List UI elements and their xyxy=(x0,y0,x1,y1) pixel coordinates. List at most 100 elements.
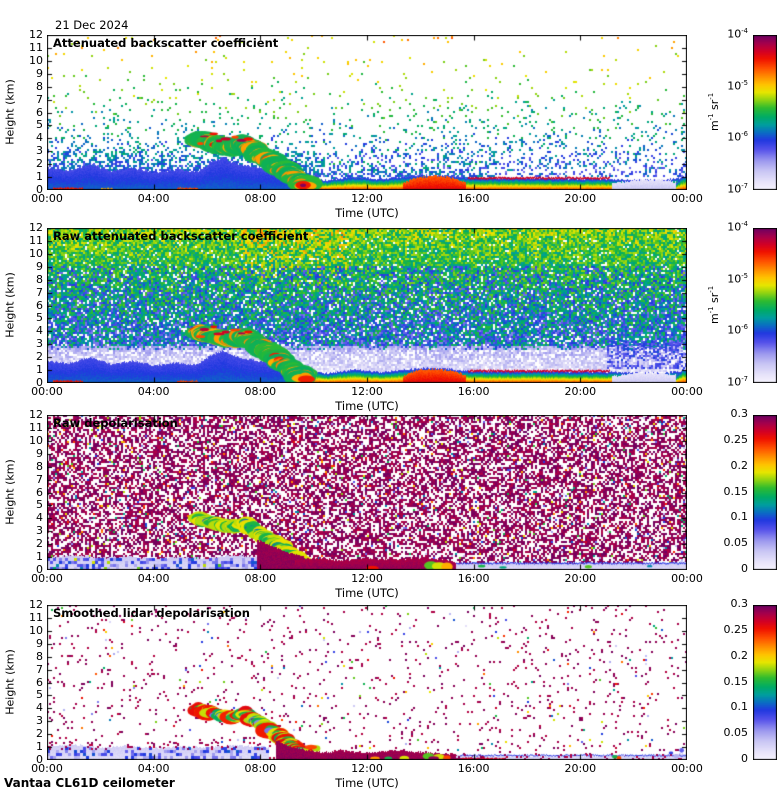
x-tick-label: 12:00 xyxy=(351,762,383,775)
y-tick-label: 4 xyxy=(36,701,43,715)
colorbar-canvas xyxy=(753,415,777,570)
y-tick-label: 4 xyxy=(36,511,43,525)
date-label: 21 Dec 2024 xyxy=(55,18,129,32)
colorbar-unit-label: m-1 sr-1 xyxy=(707,92,721,132)
y-tick-label: 8 xyxy=(36,649,43,663)
colorbar-tick-label: 0.1 xyxy=(730,700,749,714)
colorbar-tick-label: 0.3 xyxy=(730,597,749,610)
y-tick-label: 7 xyxy=(36,285,43,299)
heatmap-canvas xyxy=(47,415,687,570)
y-tick-label: 2 xyxy=(36,350,43,364)
y-tick-label: 9 xyxy=(36,446,43,460)
x-tick-label: 08:00 xyxy=(244,762,277,775)
y-tick-label: 3 xyxy=(36,524,43,538)
x-tick-label: 00:00 xyxy=(31,192,63,205)
colorbar-tick-label: 0.25 xyxy=(723,432,749,446)
colorbar-tick-label: 0.05 xyxy=(723,536,749,550)
y-tick-label: 3 xyxy=(36,714,43,728)
y-tick-label: 1 xyxy=(36,363,43,377)
colorbar-canvas xyxy=(753,35,777,190)
x-tick-label: 08:00 xyxy=(244,385,277,398)
panel-smoothed-lidar-depolarisation: Height (km) 0 1 2 3 4 5 6 7 8 9 10 11 12 Smoothed li… xyxy=(0,597,780,800)
y-tick-label: 5 xyxy=(36,311,43,325)
colorbar-tick-label: 0.2 xyxy=(730,458,749,472)
panel-title: Raw attenuated backscatter coefficient xyxy=(53,229,309,243)
colorbar-tick-label: 10-7 xyxy=(727,182,748,196)
x-tick-label: 04:00 xyxy=(137,385,170,398)
y-tick-label: 5 xyxy=(36,498,43,512)
x-tick-label: 00:00 xyxy=(31,762,63,775)
y-tick-label: 0 xyxy=(36,183,43,196)
plot-area: Raw attenuated backscatter coefficient xyxy=(47,228,687,383)
y-tick-label: 3 xyxy=(36,337,43,351)
y-tick-label: 12 xyxy=(29,408,43,421)
x-tick-label: 12:00 xyxy=(351,572,383,585)
y-tick-label: 0 xyxy=(36,376,43,389)
heatmap-canvas xyxy=(47,605,687,760)
x-tick-label: 12:00 xyxy=(351,385,383,398)
y-tick-labels: 0 1 2 3 4 5 6 7 8 9 10 11 12 xyxy=(13,28,43,196)
x-tick-label: 04:00 xyxy=(137,762,170,775)
colorbar-tick-label: 10-4 xyxy=(727,220,748,234)
colorbar-canvas xyxy=(753,605,777,760)
colorbar-tick-label: 0.3 xyxy=(730,407,749,420)
x-axis-label: Time (UTC) xyxy=(335,586,399,600)
x-tick-label: 00:00 xyxy=(31,385,63,398)
y-tick-label: 6 xyxy=(36,298,43,312)
x-tick-label: 08:00 xyxy=(244,192,277,205)
y-tick-label: 1 xyxy=(36,550,43,564)
panel-title: Smoothed lidar depolarisation xyxy=(53,606,250,620)
y-tick-label: 7 xyxy=(36,92,43,106)
y-tick-label: 10 xyxy=(29,246,43,260)
y-tick-labels: 0 1 2 3 4 5 6 7 8 9 10 11 12 xyxy=(13,598,43,766)
panel-raw-depolarisation: Height (km) 0 1 2 3 4 5 6 7 8 9 10 11 12 Raw depolar… xyxy=(0,407,780,610)
heatmap-canvas xyxy=(47,35,687,190)
y-tick-label: 10 xyxy=(29,623,43,637)
y-tick-label: 10 xyxy=(29,53,43,67)
colorbar-tick-label: 0.2 xyxy=(730,648,749,662)
y-tick-label: 1 xyxy=(36,170,43,184)
colorbar-tick-labels: 10-4 10-5 10-6 10-7 xyxy=(655,220,748,389)
y-tick-label: 0 xyxy=(36,563,43,576)
x-tick-label: 00:00 xyxy=(671,385,703,398)
y-tick-label: 4 xyxy=(36,131,43,145)
colorbar-tick-label: 0.15 xyxy=(723,484,749,498)
y-tick-label: 2 xyxy=(36,537,43,551)
x-tick-label: 04:00 xyxy=(137,572,170,585)
x-tick-label: 12:00 xyxy=(351,192,383,205)
colorbar-tick-label: 0.25 xyxy=(723,622,749,636)
y-tick-label: 12 xyxy=(29,221,43,234)
y-tick-label: 9 xyxy=(36,259,43,273)
plot-area: Attenuated backscatter coefficient xyxy=(47,35,687,190)
colorbar xyxy=(753,605,777,760)
y-tick-label: 4 xyxy=(36,324,43,338)
instrument-label: Vantaa CL61D ceilometer xyxy=(4,776,175,790)
colorbar-tick-labels: 0.3 0.25 0.2 0.15 0.1 0.05 0 xyxy=(655,407,749,575)
x-tick-label: 16:00 xyxy=(457,572,490,585)
colorbar-tick-label: 0.05 xyxy=(723,726,749,740)
x-tick-label: 08:00 xyxy=(244,572,277,585)
y-tick-label: 0 xyxy=(36,753,43,766)
y-tick-label: 3 xyxy=(36,144,43,158)
y-tick-label: 11 xyxy=(29,40,43,54)
x-tick-label: 00:00 xyxy=(671,762,703,775)
y-tick-label: 6 xyxy=(36,675,43,689)
y-tick-label: 8 xyxy=(36,79,43,93)
y-tick-label: 11 xyxy=(29,420,43,434)
y-tick-label: 11 xyxy=(29,233,43,247)
y-tick-labels: 0 1 2 3 4 5 6 7 8 9 10 11 12 xyxy=(13,221,43,389)
x-tick-label: 00:00 xyxy=(671,192,703,205)
x-tick-label: 20:00 xyxy=(564,385,597,398)
y-tick-label: 9 xyxy=(36,636,43,650)
y-tick-label: 10 xyxy=(29,433,43,447)
y-tick-label: 7 xyxy=(36,472,43,486)
colorbar xyxy=(753,35,777,190)
colorbar-canvas xyxy=(753,228,777,383)
y-tick-labels: 0 1 2 3 4 5 6 7 8 9 10 11 12 xyxy=(13,408,43,576)
colorbar-tick-label: 0.15 xyxy=(723,674,749,688)
colorbar-tick-labels: 10-4 10-5 10-6 10-7 xyxy=(655,27,748,196)
colorbar-tick-label: 10-4 xyxy=(727,27,748,41)
plot-area: Smoothed lidar depolarisation xyxy=(47,605,687,760)
y-tick-label: 5 xyxy=(36,118,43,132)
y-tick-label: 6 xyxy=(36,105,43,119)
